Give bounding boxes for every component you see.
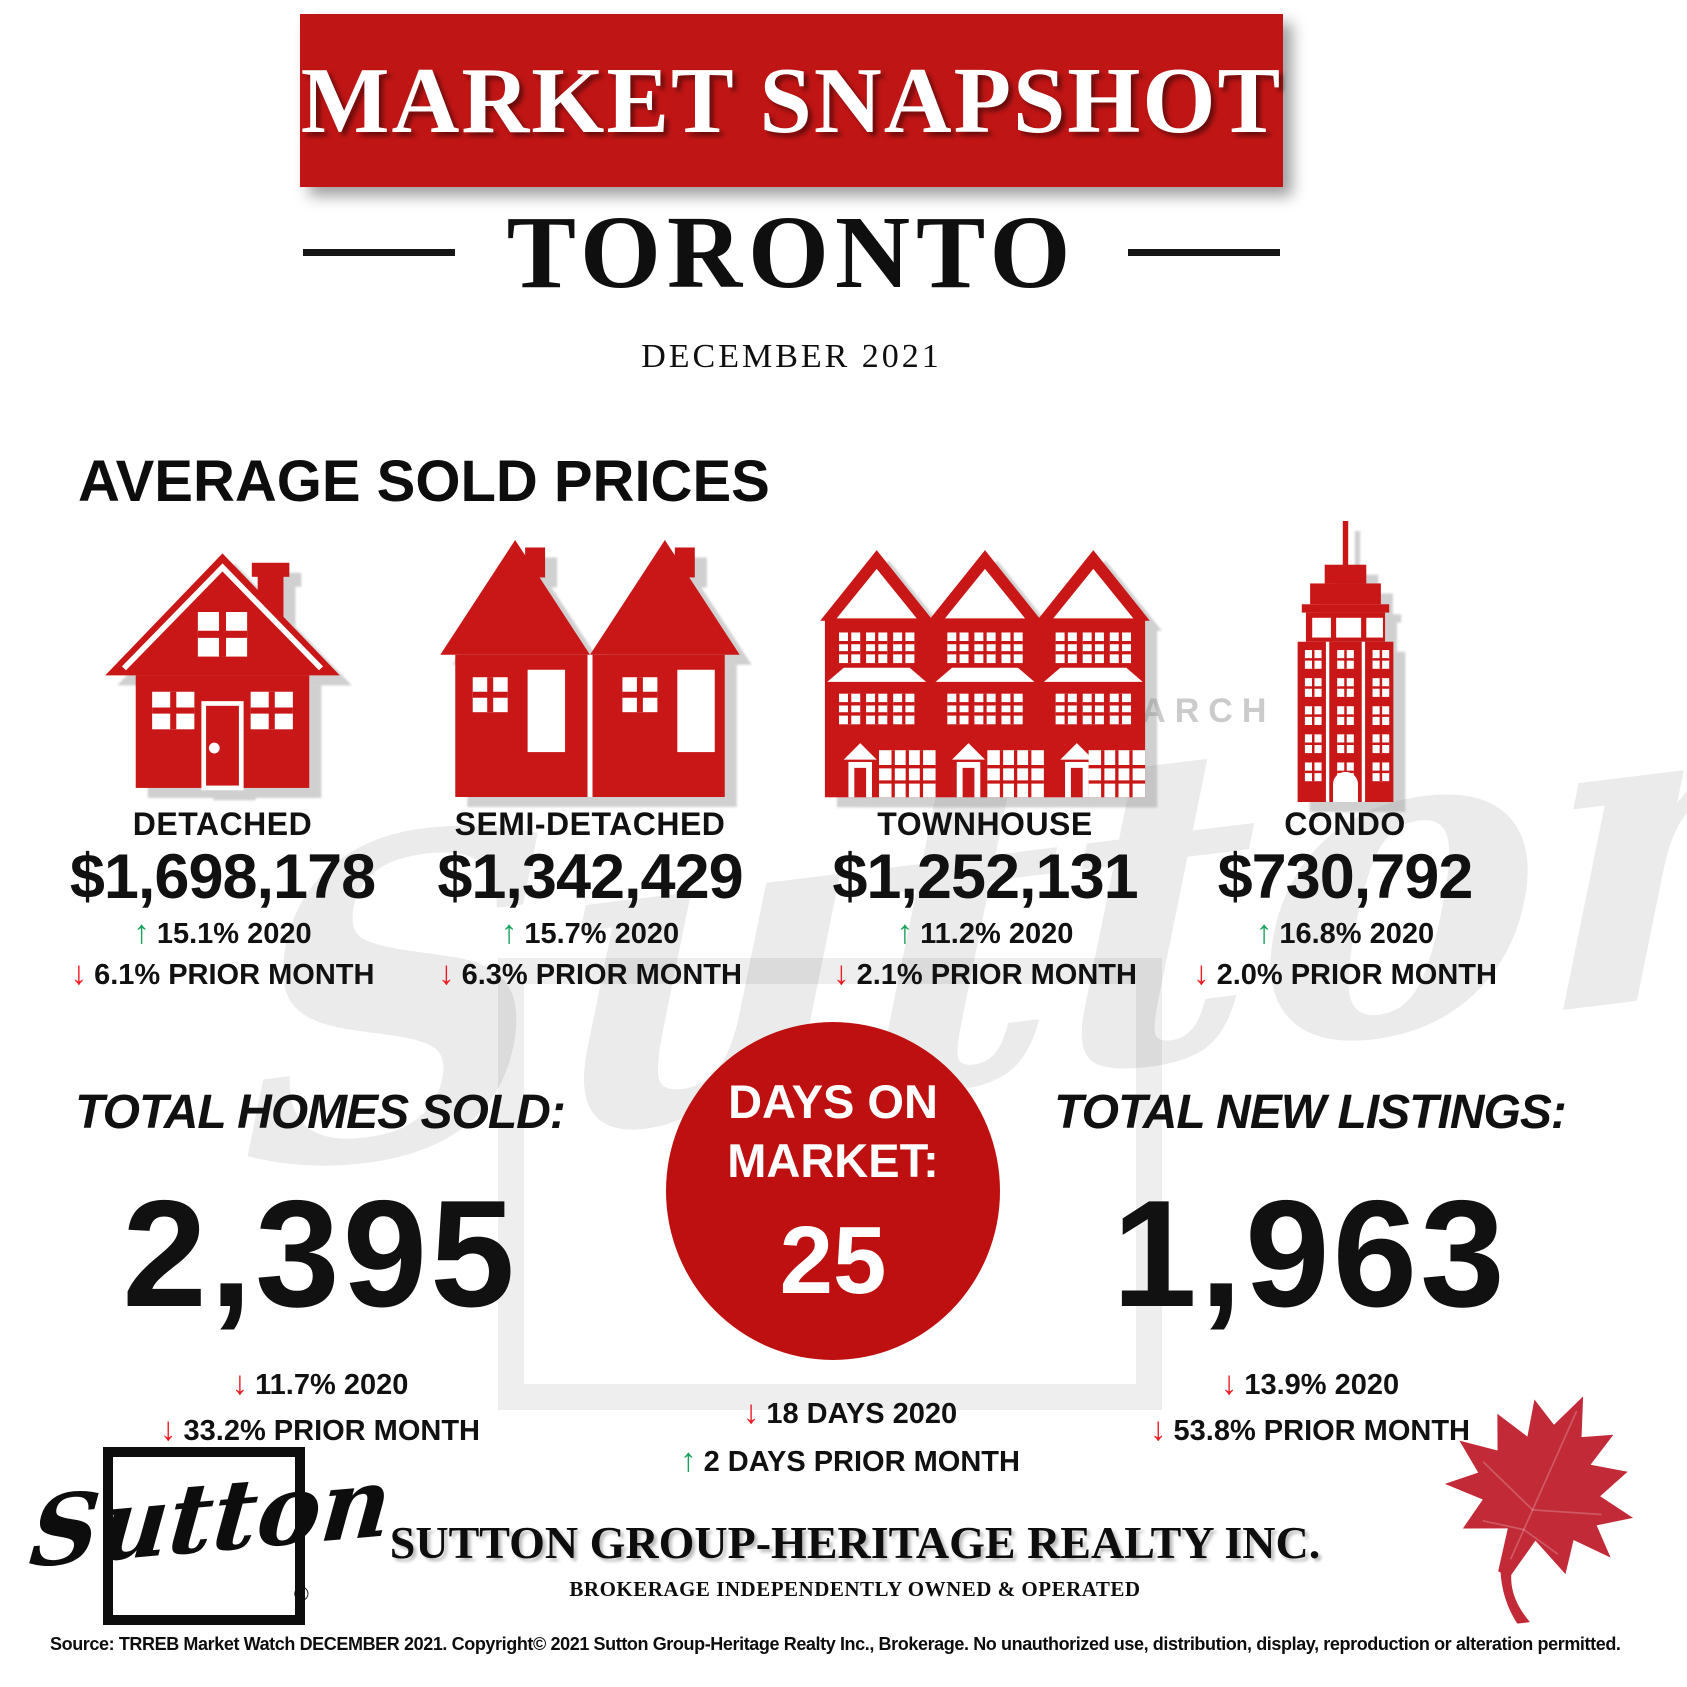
trend-arrow-icon: ↓ (1220, 1364, 1238, 1401)
days-on-market-heading-line1: DAYS ON (728, 1075, 938, 1129)
townhouse-icon (795, 518, 1175, 802)
company-tagline: BROKERAGE INDEPENDENTLY OWNED & OPERATED (569, 1577, 1141, 1601)
maple-leaf-icon (1444, 1396, 1634, 1624)
mom-change: ↓ 2.0% PRIOR MONTH (1165, 952, 1525, 993)
avg-price-card-detached: DETACHED $1,698,178 ↑ 15.1% 2020 ↓ 6.1% PR… (30, 518, 415, 994)
detached-house-icon (30, 518, 415, 802)
left-dash (302, 249, 455, 257)
yoy-change: ↑ 16.8% 2020 (1165, 911, 1525, 952)
page-title: TORONTO (506, 195, 1077, 310)
company-block: SUTTON GROUP-HERITAGE REALTY INC. BROKER… (360, 1516, 1350, 1602)
semi-detached-house-icon (400, 518, 780, 802)
total-homes-sold-stat: TOTAL HOMES SOLD: 2,395 ↓ 11.7% 2020 ↓ 33.… (40, 1085, 600, 1452)
mom-change: ↓ 53.8% PRIOR MONTH (1030, 1406, 1590, 1452)
average-price-value: $1,698,178 (69, 842, 376, 912)
yoy-change-text: 11.2% 2020 (920, 918, 1074, 951)
condo-building-icon (1165, 518, 1525, 802)
yoy-change: ↑ 15.1% 2020 (30, 911, 415, 952)
sutton-logo-wordmark: Sutton (25, 1444, 396, 1591)
banner-title: MARKET SNAPSHOT (300, 48, 1283, 153)
days-on-market-value: 25 (779, 1206, 887, 1314)
trend-arrow-icon: ↓ (70, 954, 88, 992)
avg-price-card-townhouse: TOWNHOUSE $1,252,131 ↑ 11.2% 2020 ↓ 2.1% P… (795, 518, 1175, 994)
mom-change-text: 2 DAYS PRIOR MONTH (703, 1445, 1020, 1478)
mom-change-text: 53.8% PRIOR MONTH (1173, 1415, 1471, 1448)
mom-change-text: 33.2% PRIOR MONTH (183, 1415, 481, 1448)
banner: MARKET SNAPSHOT (300, 14, 1283, 187)
mom-change-text: 2.1% PRIOR MONTH (856, 959, 1137, 992)
mom-change: ↓ 33.2% PRIOR MONTH (40, 1406, 600, 1452)
yoy-change-text: 13.9% 2020 (1244, 1369, 1400, 1401)
days-on-market-circle: DAYS ON MARKET: 25 (666, 1022, 1000, 1360)
yoy-change-text: 15.1% 2020 (156, 918, 312, 951)
company-name: SUTTON GROUP-HERITAGE REALTY INC. (389, 1517, 1321, 1568)
trend-arrow-icon: ↓ (1193, 954, 1210, 992)
total-new-listings-heading: TOTAL NEW LISTINGS: (1054, 1086, 1567, 1139)
trend-arrow-icon: ↑ (133, 913, 150, 951)
trend-arrow-icon: ↓ (438, 954, 455, 992)
mom-change-text: 6.1% PRIOR MONTH (94, 959, 375, 992)
average-price-value: $1,342,429 (437, 842, 743, 912)
trend-arrow-icon: ↑ (680, 1440, 697, 1478)
days-on-market-heading-line2: MARKET: (727, 1134, 939, 1187)
average-price-value: $1,252,131 (832, 842, 1138, 912)
mom-change-text: 6.3% PRIOR MONTH (461, 959, 742, 992)
days-on-market-changes: ↓ 18 DAYS 2020 ↑ 2 DAYS PRIOR MONTH (600, 1388, 1100, 1484)
property-type-label: TOWNHOUSE (877, 806, 1093, 842)
mom-change: ↑ 2 DAYS PRIOR MONTH (600, 1436, 1100, 1484)
trend-arrow-icon: ↓ (833, 954, 850, 992)
yoy-change: ↓ 18 DAYS 2020 (600, 1388, 1100, 1436)
trend-arrow-icon: ↑ (896, 913, 914, 951)
yoy-change-text: 16.8% 2020 (1279, 918, 1435, 951)
sutton-logo-box (103, 1447, 305, 1625)
trend-arrow-icon: ↑ (1255, 913, 1273, 951)
property-type-label: SEMI-DETACHED (454, 806, 726, 842)
yoy-change-text: 15.7% 2020 (524, 918, 680, 951)
mom-change: ↓ 6.1% PRIOR MONTH (30, 952, 415, 993)
trend-arrow-icon: ↑ (500, 913, 518, 951)
mom-change-text: 2.0% PRIOR MONTH (1216, 959, 1497, 992)
total-new-listings-value: 1,963 (1112, 1169, 1508, 1339)
trend-arrow-icon: ↓ (742, 1393, 760, 1430)
trend-arrow-icon: ↓ (1150, 1410, 1167, 1448)
total-new-listings-stat: TOTAL NEW LISTINGS: 1,963 ↓ 13.9% 2020 ↓ 5… (1030, 1085, 1590, 1452)
yoy-change: ↓ 13.9% 2020 (1030, 1360, 1590, 1406)
registered-trademark-symbol: ® (294, 1584, 309, 1606)
mom-change: ↓ 6.3% PRIOR MONTH (400, 952, 780, 993)
total-homes-sold-heading: TOTAL HOMES SOLD: (75, 1086, 566, 1139)
avg-price-card-semi-detached: SEMI-DETACHED $1,342,429 ↑ 15.7% 2020 ↓ 6.… (400, 518, 780, 994)
average-price-value: $730,792 (1217, 842, 1474, 912)
trend-arrow-icon: ↓ (231, 1364, 249, 1401)
total-homes-sold-value: 2,395 (122, 1169, 518, 1339)
right-dash (1128, 249, 1281, 257)
trend-arrow-icon: ↓ (160, 1410, 177, 1448)
report-date: DECEMBER 2021 (641, 338, 942, 375)
yoy-change: ↓ 11.7% 2020 (40, 1360, 600, 1406)
yoy-change: ↑ 15.7% 2020 (400, 911, 780, 952)
property-type-label: CONDO (1284, 806, 1406, 842)
yoy-change: ↑ 11.2% 2020 (795, 911, 1175, 952)
avg-price-card-condo: CONDO $730,792 ↑ 16.8% 2020 ↓ 2.0% PRIOR M… (1165, 518, 1525, 994)
city-row: TORONTO (0, 198, 1583, 307)
property-type-label: DETACHED (132, 806, 313, 842)
watermark-sutton-logo-square (498, 958, 1162, 1410)
yoy-change-text: 11.7% 2020 (255, 1369, 409, 1401)
average-sold-prices-heading: AVERAGE SOLD PRICES (78, 449, 770, 514)
yoy-change-text: 18 DAYS 2020 (766, 1398, 958, 1430)
source-line: Source: TRREB Market Watch DECEMBER 2021… (50, 1634, 1621, 1654)
mom-change: ↓ 2.1% PRIOR MONTH (795, 952, 1175, 993)
